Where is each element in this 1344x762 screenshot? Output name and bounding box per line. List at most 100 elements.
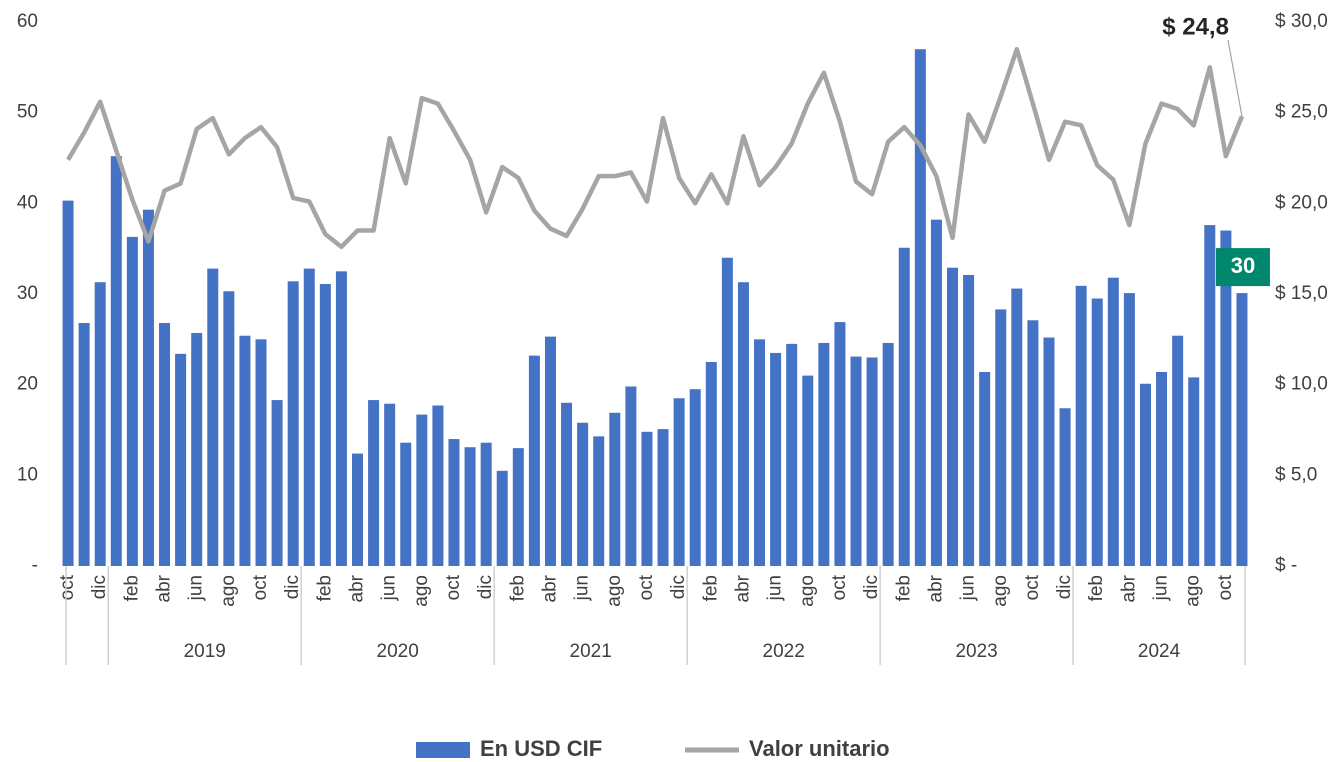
- bar: [207, 268, 219, 566]
- legend-label: Valor unitario: [749, 736, 890, 761]
- year-label: 2024: [1138, 641, 1181, 662]
- bar: [352, 453, 363, 566]
- x-tick-label: feb: [1086, 575, 1107, 601]
- legend-swatch: [416, 742, 470, 758]
- bar: [770, 352, 782, 566]
- bar: [126, 236, 138, 566]
- bar: [625, 386, 637, 566]
- year-label: 2019: [184, 641, 226, 662]
- bar: [866, 357, 878, 566]
- bar: [561, 402, 573, 566]
- bar: [319, 284, 331, 566]
- bar: [657, 429, 669, 566]
- bar: [963, 274, 975, 566]
- bar: [287, 281, 299, 566]
- x-tick-label: dic: [89, 575, 110, 599]
- bar: [78, 323, 90, 566]
- x-tick-label: ago: [218, 575, 239, 607]
- line: [66, 46, 1245, 250]
- y-tick-label: 30: [17, 283, 38, 304]
- x-tick-label: jun: [186, 575, 207, 601]
- y-tick-label: 20: [17, 374, 38, 395]
- x-tick-label: oct: [636, 574, 657, 600]
- y2-tick-label: $ -: [1275, 555, 1297, 576]
- x-tick-label: abr: [539, 574, 560, 602]
- data-label: 30: [1231, 253, 1255, 278]
- y-tick-label: 50: [17, 102, 38, 123]
- bar: [721, 257, 733, 566]
- bar: [528, 355, 540, 566]
- bar: [979, 371, 991, 566]
- bar: [191, 332, 203, 566]
- bar: [1059, 408, 1071, 566]
- leader-line: [1227, 39, 1243, 117]
- bar: [368, 400, 380, 566]
- bar: [898, 247, 910, 566]
- x-tick-label: oct: [443, 574, 464, 600]
- y2-tick-label: $ 10,0: [1275, 374, 1328, 395]
- y-tick-label: 60: [17, 11, 38, 32]
- bar: [914, 49, 926, 566]
- x-tick-label: oct: [1215, 574, 1236, 600]
- bar: [947, 267, 958, 566]
- bar: [882, 342, 894, 566]
- x-tick-label: dic: [1054, 575, 1075, 599]
- bar: [609, 412, 621, 566]
- bar: [754, 339, 766, 566]
- x-tick-label: ago: [1183, 575, 1204, 607]
- bar: [384, 403, 396, 566]
- data-label: $ 24,8: [1162, 13, 1229, 40]
- bar: [786, 343, 798, 566]
- bar: [271, 400, 283, 566]
- bar: [1188, 377, 1200, 566]
- data-label-box: [1215, 248, 1270, 287]
- bar: [1204, 225, 1216, 567]
- bar: [705, 362, 717, 566]
- bar: [930, 219, 942, 567]
- year-label: 2023: [955, 641, 997, 662]
- bar: [1172, 335, 1184, 566]
- bar: [142, 209, 154, 566]
- bar: [1220, 230, 1232, 567]
- bar: [544, 336, 556, 566]
- bar: [1043, 337, 1055, 566]
- x-tick-label: ago: [990, 575, 1011, 607]
- x-tick-label: jun: [958, 575, 979, 601]
- bar: [1156, 371, 1168, 566]
- x-tick-label: abr: [154, 574, 175, 602]
- x-tick-label: abr: [732, 574, 753, 602]
- bar: [448, 439, 460, 566]
- bar: [577, 422, 589, 566]
- bar: [802, 375, 814, 566]
- x-tick-label: ago: [797, 575, 818, 607]
- bar: [1027, 320, 1039, 566]
- year-label: 2022: [763, 641, 805, 662]
- bar: [335, 271, 347, 566]
- year-label: 2021: [570, 641, 612, 662]
- y2-tick-label: $ 20,0: [1275, 192, 1328, 213]
- bar: [94, 282, 106, 566]
- y2-tick-label: $ 25,0: [1275, 102, 1328, 123]
- bar: [110, 156, 122, 567]
- x-tick-label: feb: [700, 575, 721, 601]
- bar: [400, 442, 412, 566]
- x-tick-label: jun: [572, 575, 593, 601]
- x-tick-label: oct: [1022, 574, 1043, 600]
- x-tick-label: jun: [1151, 575, 1172, 601]
- bar: [641, 431, 653, 566]
- bar: [689, 389, 701, 566]
- x-tick-label: feb: [314, 575, 335, 601]
- bar: [1091, 298, 1103, 566]
- x-tick-label: dic: [668, 575, 689, 599]
- x-tick-label: abr: [1118, 574, 1139, 602]
- bar: [593, 436, 605, 566]
- x-tick-label: feb: [893, 575, 914, 601]
- y-tick-label: 40: [17, 192, 38, 213]
- x-tick-label: feb: [121, 575, 142, 601]
- bar: [255, 339, 267, 566]
- y-tick-label: -: [32, 555, 38, 576]
- bar: [673, 398, 685, 566]
- bar: [1075, 285, 1087, 566]
- bar: [464, 447, 476, 566]
